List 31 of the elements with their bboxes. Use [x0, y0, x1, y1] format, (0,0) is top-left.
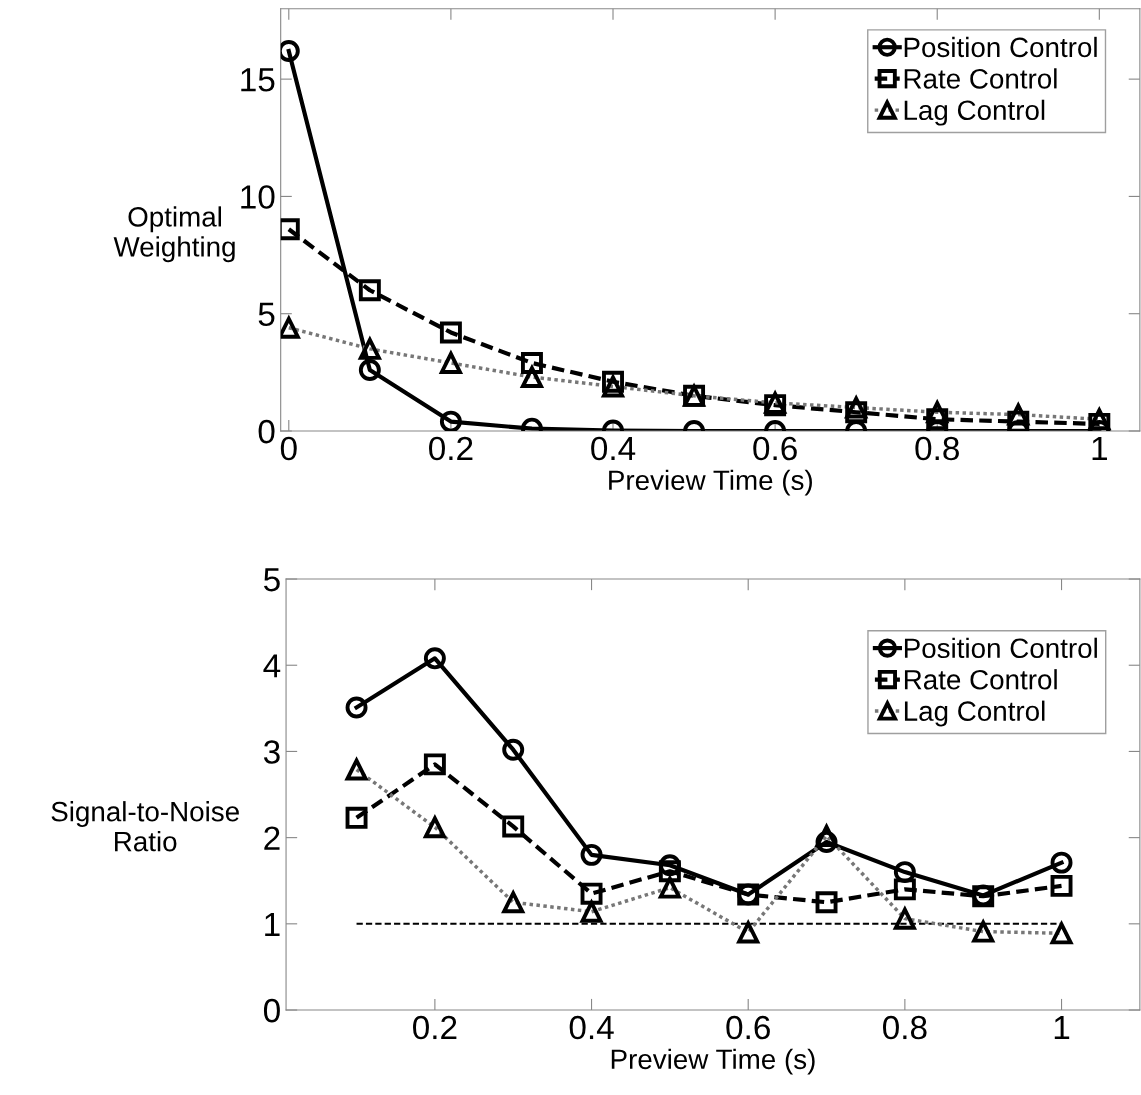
x-tick-label: 1	[1054, 1016, 1070, 1040]
x-axis-title: Preview Time (s)	[611, 1048, 815, 1075]
y-tick-label: 2	[264, 826, 280, 850]
legend-label: Lag Control	[904, 700, 1045, 727]
y-tick-label: 0	[263, 998, 280, 1023]
y-tick-label: 1	[265, 912, 280, 936]
x-tick-label: 0.4	[569, 1015, 614, 1040]
x-tick-label: 0.2	[429, 436, 473, 461]
legend-label: Lag Control	[904, 99, 1045, 126]
y-tick-label: 10	[241, 185, 275, 209]
legend-label: Rate Control	[904, 68, 1057, 89]
legend-label: Rate Control	[904, 669, 1057, 690]
y-axis-title: Optimal Weighting	[113, 206, 235, 263]
x-tick-label: 1	[1092, 437, 1107, 461]
y-tick-label: 15	[241, 68, 275, 92]
x-tick-label: 0	[280, 436, 297, 461]
x-tick-label: 0.8	[883, 1015, 927, 1040]
x-tick-label: 0.8	[915, 436, 959, 461]
x-tick-label: 0.2	[413, 1015, 457, 1040]
legend-label: Position Control	[904, 637, 1097, 659]
y-tick-label: 0	[258, 419, 275, 444]
y-tick-label: 5	[258, 302, 275, 327]
y-tick-label: 3	[263, 740, 280, 764]
x-tick-label: 0.6	[726, 1015, 770, 1040]
x-tick-label: 0.4	[591, 436, 636, 461]
y-tick-label: 4	[263, 654, 281, 678]
y-tick-label: 5	[263, 568, 280, 592]
y-axis-title: Signal-to-Noise Ratio	[51, 801, 239, 852]
legend-label: Position Control	[904, 36, 1097, 58]
x-tick-label: 0.6	[753, 436, 797, 461]
x-axis-title: Preview Time (s)	[609, 469, 812, 496]
